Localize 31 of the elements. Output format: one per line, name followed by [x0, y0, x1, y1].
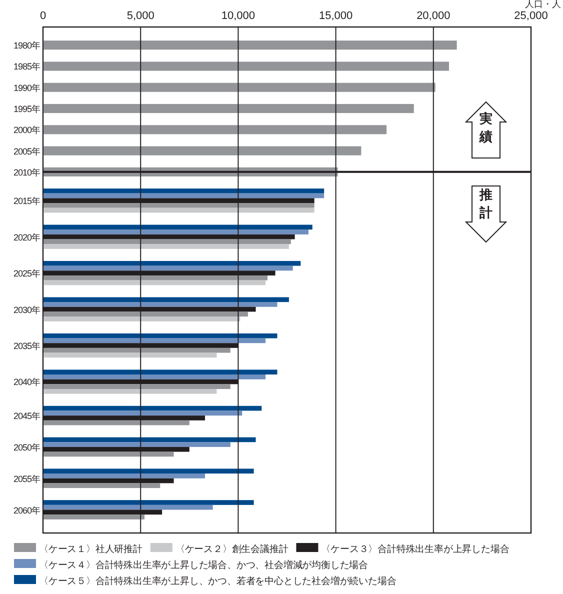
- y-tick-label: 1990年: [13, 82, 40, 93]
- y-tick-label: 2020年: [13, 232, 40, 242]
- y-tick-label: 2045年: [13, 411, 40, 422]
- x-axis-title: 人口・人: [525, 0, 561, 9]
- y-tick-label: 2010年: [13, 167, 40, 178]
- y-tick-label: 2060年: [13, 505, 40, 516]
- y-tick-label: 2000年: [13, 125, 40, 136]
- y-tick-label: 1995年: [13, 104, 40, 114]
- legend-label: 〈ケース２〉創生会議推計: [175, 543, 289, 555]
- x-tick-label: 10,000: [221, 10, 256, 22]
- x-tick-label: 5,000: [126, 10, 154, 22]
- y-tick-label: 2005年: [13, 146, 40, 156]
- y-tick-label: 2055年: [13, 474, 40, 484]
- x-tick-label: 0: [40, 10, 46, 22]
- legend-label: 〈ケース４〉合計特殊出生率が上昇した場合、かつ、社会増減が均衡した場合: [39, 559, 369, 571]
- y-tick-label: 1985年: [13, 62, 40, 72]
- y-tick-label: 2030年: [13, 304, 40, 315]
- y-tick-label: 2040年: [13, 377, 40, 388]
- y-tick-label: 2035年: [13, 341, 40, 352]
- y-tick-label: 2025年: [13, 268, 40, 279]
- legend-label: 〈ケース１〉社人研推計: [39, 543, 143, 555]
- legend-label: 〈ケース５〉合計特殊出生率が上昇し、かつ、若者を中心とした社会増が続いた場合: [39, 575, 397, 587]
- annotation: 実績: [478, 111, 492, 144]
- y-tick-label: 2015年: [13, 196, 40, 206]
- annotation: 推計: [478, 187, 492, 220]
- x-tick-label: 25,000: [514, 10, 548, 22]
- legend-label: 〈ケース３〉合計特殊出生率が上昇した場合: [321, 543, 510, 555]
- x-tick-label: 20,000: [416, 10, 450, 22]
- y-tick-label: 1980年: [13, 40, 40, 51]
- x-tick-label: 15,000: [318, 10, 353, 22]
- y-tick-label: 2050年: [13, 442, 40, 452]
